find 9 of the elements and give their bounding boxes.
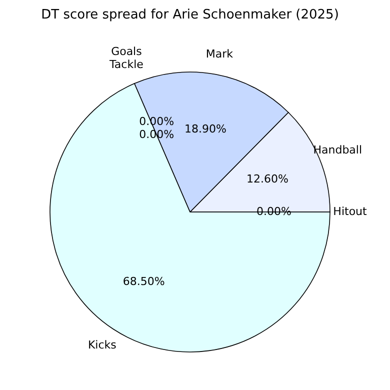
data-label: 68.50% (122, 275, 165, 288)
category-label: Hitout (333, 205, 367, 218)
category-label: Goals (111, 45, 142, 58)
category-label: Tackle (110, 58, 144, 72)
slice-label: Mark (206, 48, 234, 61)
data-label: 12.60% (246, 172, 288, 186)
slice-label: Kicks (88, 338, 117, 352)
chart-title: DT score spread for Arie Schoenmaker (2025) (41, 8, 339, 23)
data-label: 18.90% (184, 122, 226, 136)
